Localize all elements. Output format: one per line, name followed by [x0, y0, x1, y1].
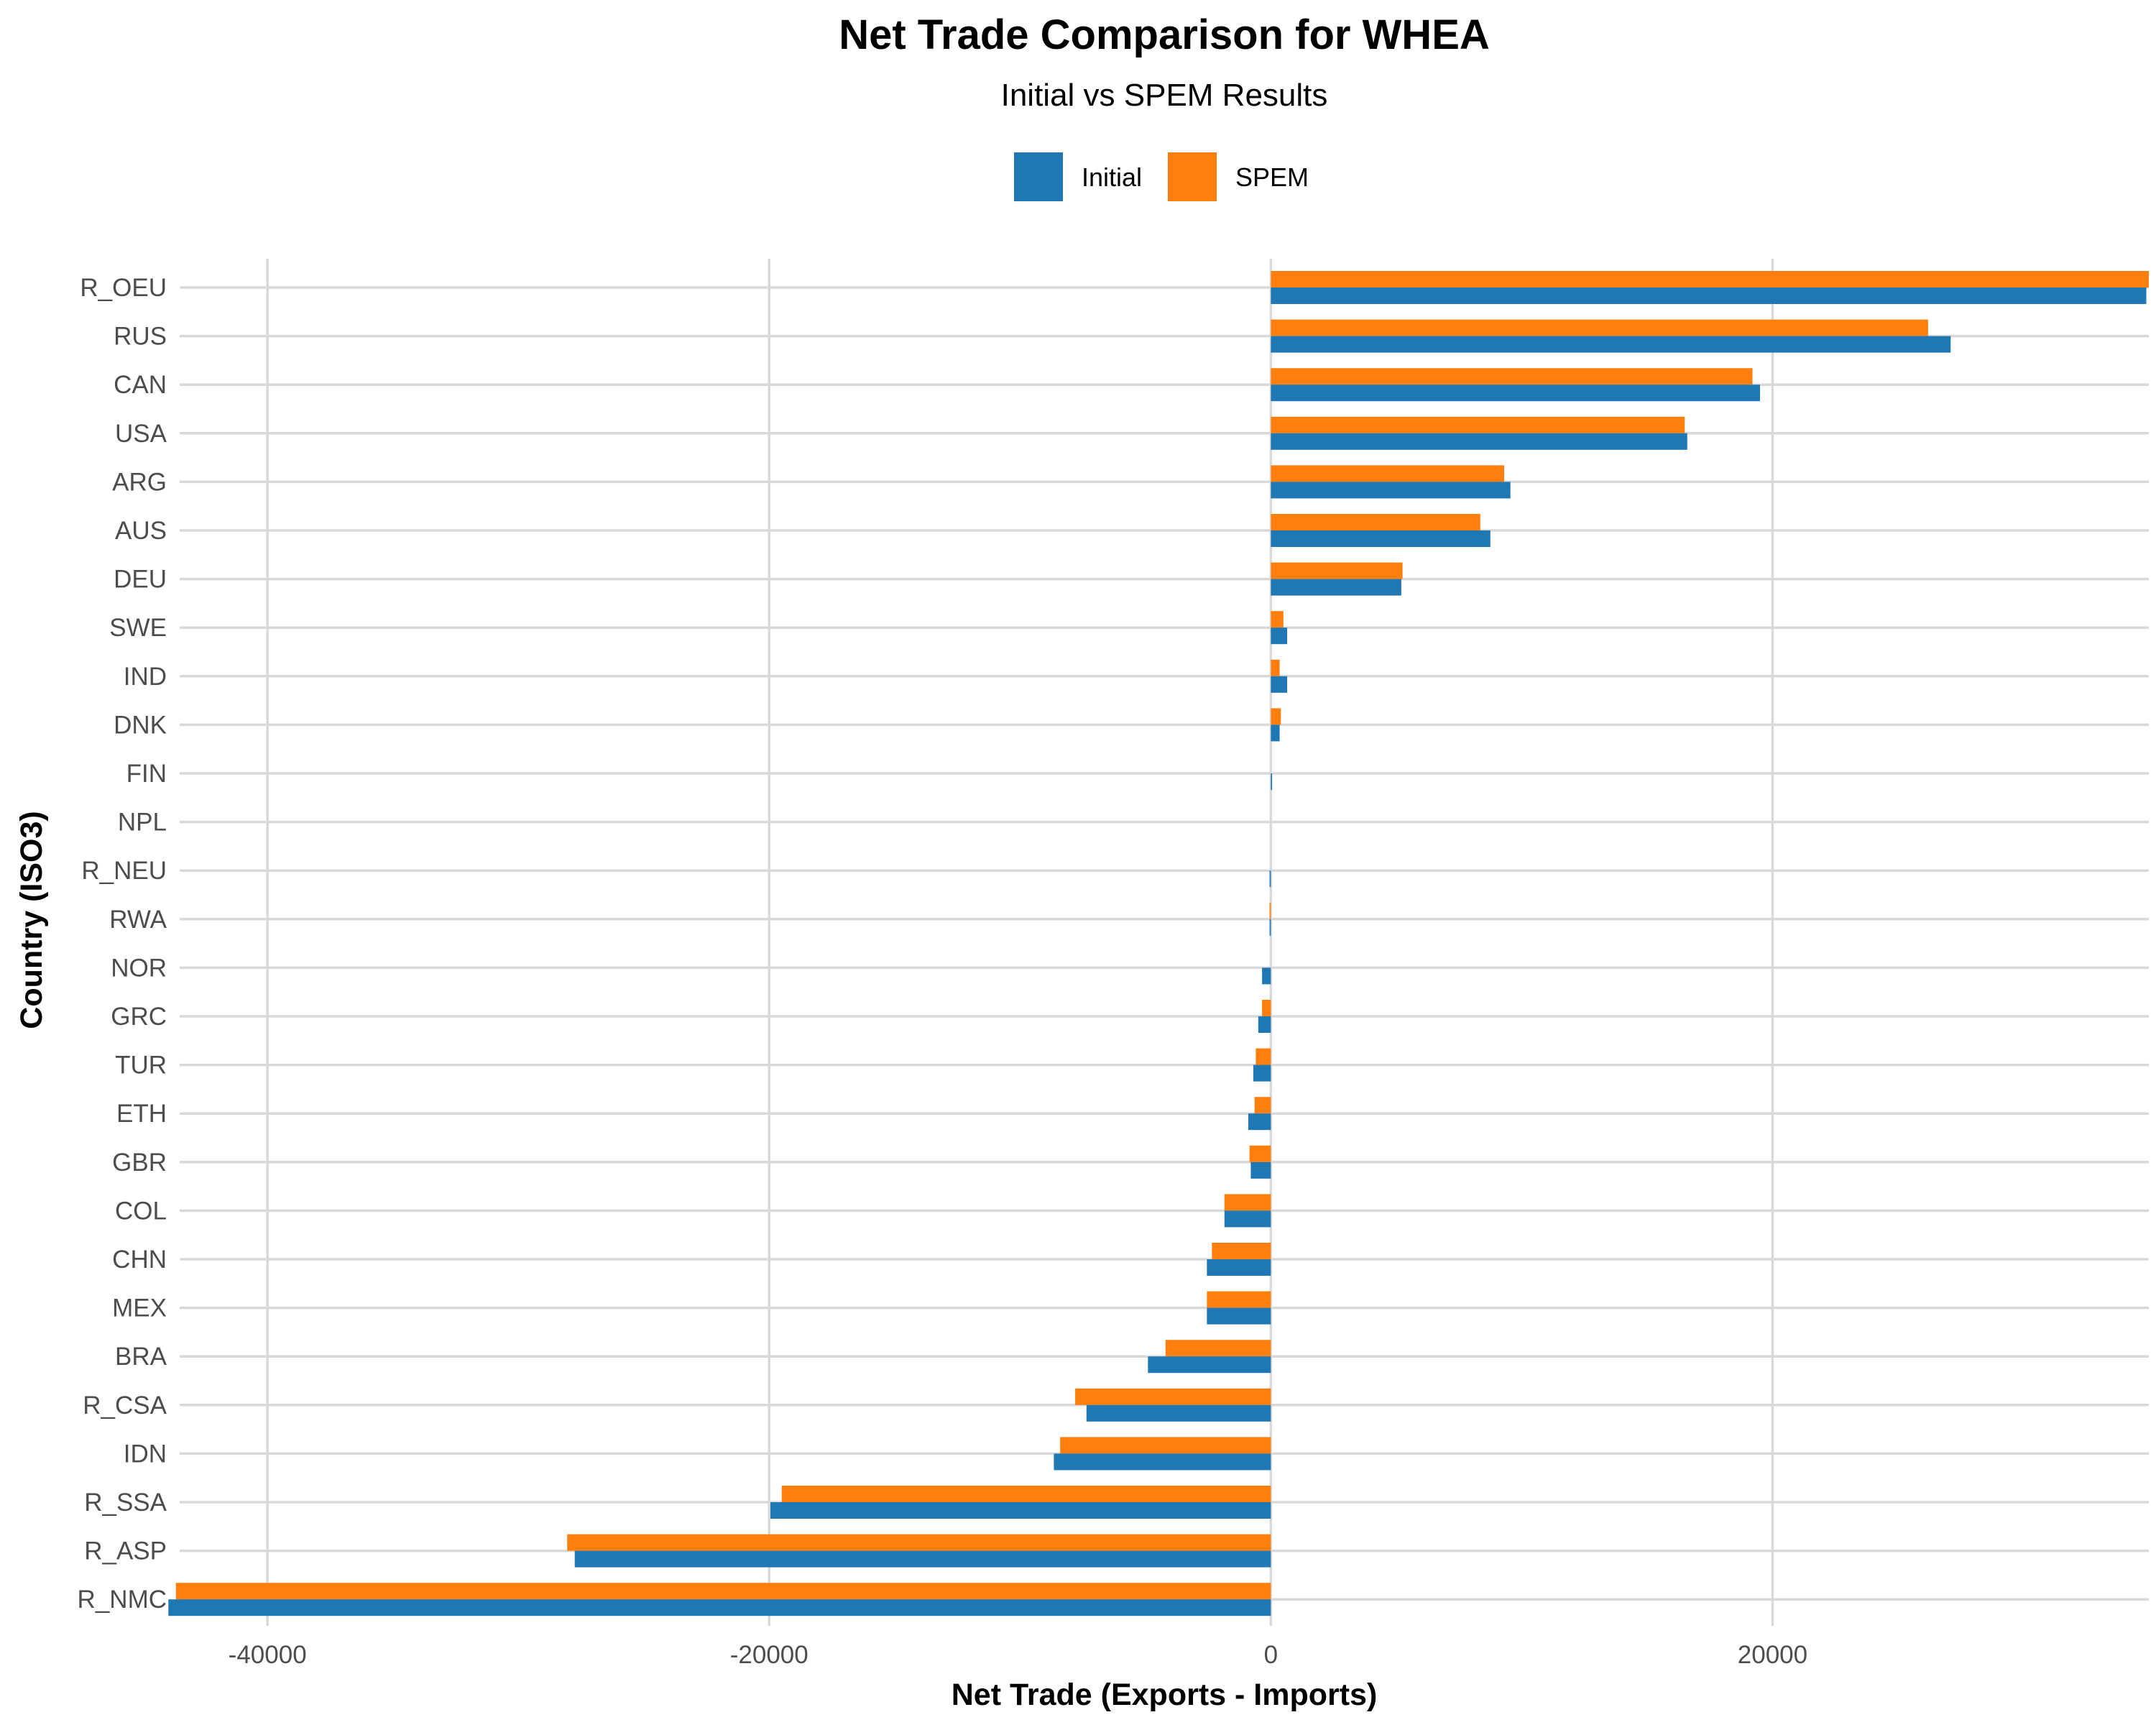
- bar-initial-ind: [1271, 676, 1288, 693]
- bar-initial-r-csa: [1086, 1404, 1271, 1422]
- y-tick-label: AUS: [115, 517, 167, 545]
- bar-initial-idn: [1054, 1453, 1271, 1471]
- bar-initial-r-nmc: [168, 1599, 1271, 1616]
- bar-initial-dnk: [1271, 724, 1280, 742]
- bar-spem-r-asp: [567, 1534, 1271, 1551]
- bar-initial-eth: [1248, 1113, 1271, 1131]
- y-tick-label: COL: [115, 1197, 167, 1225]
- x-tick-label: 0: [1264, 1641, 1278, 1669]
- x-axis-tick-labels: -40000 -20000 0 20000: [229, 1641, 1807, 1669]
- bar-spem-grc: [1262, 1000, 1271, 1016]
- bar-spem-chn: [1212, 1243, 1271, 1259]
- y-tick-label: ARG: [112, 468, 167, 496]
- bar-initial-mex: [1207, 1307, 1271, 1325]
- y-tick-label: IND: [124, 663, 167, 691]
- bar-initial-deu: [1271, 579, 1401, 596]
- bar-initial-nor: [1262, 967, 1271, 985]
- legend-swatch-spem: [1168, 152, 1217, 201]
- y-tick-label: BRA: [115, 1343, 167, 1371]
- bar-initial-grc: [1258, 1016, 1271, 1033]
- y-axis-title: Country (ISO3): [14, 811, 49, 1029]
- bar-initial-gbr: [1250, 1162, 1271, 1179]
- bar-initial-col: [1224, 1210, 1271, 1228]
- y-tick-label: DEU: [114, 566, 167, 594]
- bar-spem-arg: [1271, 465, 1504, 482]
- bar-spem-r-nmc: [175, 1583, 1271, 1600]
- chart-title: Net Trade Comparison for WHEA: [839, 12, 1490, 58]
- bar-spem-idn: [1060, 1437, 1271, 1454]
- bar-initial-r-asp: [574, 1550, 1271, 1568]
- legend: Initial SPEM: [1014, 152, 1309, 201]
- y-tick-label: GBR: [112, 1149, 167, 1177]
- y-tick-label: MEX: [112, 1294, 167, 1322]
- y-tick-label: USA: [115, 420, 167, 448]
- bar-spem-eth: [1254, 1097, 1271, 1114]
- bar-spem-tur: [1256, 1048, 1271, 1065]
- legend-label-spem: SPEM: [1235, 162, 1309, 192]
- bar-spem-r-ssa: [781, 1486, 1271, 1502]
- y-tick-label: FIN: [126, 760, 167, 788]
- y-axis-tick-labels: R_OEU RUS CAN USA ARG AUS DEU SWE IND DNK FIN NPL R_…: [78, 274, 167, 1614]
- bar-initial-r-oeu: [1271, 288, 2147, 304]
- y-tick-label: TUR: [115, 1052, 167, 1080]
- bar-initial-rus: [1271, 336, 1951, 353]
- y-tick-label: GRC: [111, 1003, 167, 1031]
- y-tick-label: RWA: [109, 906, 167, 934]
- legend-label-initial: Initial: [1082, 162, 1142, 192]
- y-tick-label: DNK: [114, 711, 167, 739]
- y-tick-label: NOR: [111, 954, 167, 982]
- y-tick-label: R_NEU: [81, 857, 167, 885]
- bar-spem-r-oeu: [1271, 271, 2149, 288]
- bar-initial-rwa: [1269, 919, 1271, 936]
- bar-initial-fin: [1271, 773, 1273, 790]
- y-tick-label: R_SSA: [84, 1489, 167, 1517]
- bar-spem-rus: [1271, 319, 1928, 336]
- gridlines: [180, 259, 2149, 1626]
- y-tick-label: IDN: [124, 1440, 167, 1468]
- bar-initial-aus: [1271, 530, 1491, 547]
- bar-initial-bra: [1148, 1356, 1271, 1374]
- bar-spem-deu: [1271, 562, 1403, 579]
- chart-subtitle: Initial vs SPEM Results: [1001, 78, 1328, 113]
- bar-spem-usa: [1271, 416, 1685, 433]
- bars: [168, 271, 2149, 1616]
- y-tick-label: R_CSA: [83, 1392, 167, 1420]
- y-tick-label: R_ASP: [84, 1537, 167, 1565]
- y-tick-label: R_NMC: [78, 1586, 167, 1614]
- y-tick-label: RUS: [114, 323, 167, 351]
- bar-spem-mex: [1207, 1291, 1271, 1308]
- x-tick-label: 20000: [1738, 1641, 1807, 1669]
- bar-initial-usa: [1271, 433, 1687, 450]
- bar-spem-dnk: [1271, 708, 1281, 725]
- bar-initial-swe: [1271, 627, 1288, 645]
- bar-initial-r-neu: [1269, 870, 1271, 888]
- bar-spem-gbr: [1249, 1145, 1271, 1162]
- y-tick-label: CHN: [112, 1246, 167, 1274]
- bar-spem-aus: [1271, 514, 1480, 530]
- y-tick-label: R_OEU: [80, 274, 167, 302]
- bar-spem-bra: [1165, 1340, 1271, 1357]
- x-tick-label: -40000: [229, 1641, 307, 1669]
- bar-initial-can: [1271, 385, 1760, 402]
- bar-initial-arg: [1271, 482, 1511, 499]
- x-tick-label: -20000: [730, 1641, 808, 1669]
- y-tick-label: SWE: [109, 614, 167, 642]
- legend-swatch-initial: [1014, 152, 1063, 201]
- bar-spem-ind: [1271, 659, 1280, 676]
- bar-spem-r-csa: [1075, 1388, 1271, 1405]
- y-tick-label: CAN: [114, 371, 167, 399]
- y-tick-label: NPL: [118, 809, 167, 837]
- x-axis-title: Net Trade (Exports - Imports): [952, 1678, 1378, 1712]
- bar-spem-can: [1271, 368, 1753, 385]
- bar-spem-swe: [1271, 611, 1284, 628]
- bar-initial-r-ssa: [770, 1502, 1271, 1519]
- y-tick-label: ETH: [116, 1100, 167, 1128]
- bar-initial-tur: [1253, 1064, 1271, 1082]
- bar-spem-rwa: [1269, 902, 1271, 919]
- bar-spem-col: [1224, 1194, 1271, 1211]
- bar-initial-chn: [1207, 1259, 1271, 1276]
